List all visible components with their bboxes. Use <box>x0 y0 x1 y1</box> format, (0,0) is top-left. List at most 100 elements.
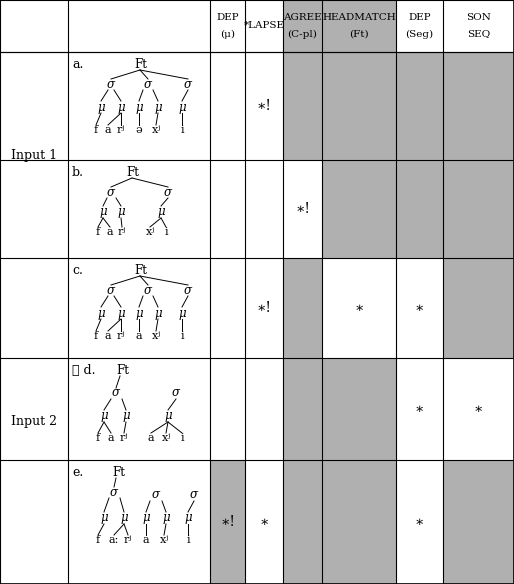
Text: ☞ d.: ☞ d. <box>72 364 96 377</box>
Text: f: f <box>96 535 100 545</box>
Text: μ: μ <box>97 307 105 319</box>
Text: xʲ: xʲ <box>152 125 160 135</box>
Text: *LAPSE: *LAPSE <box>244 22 285 30</box>
Text: xʲ: xʲ <box>159 535 169 545</box>
Text: μ: μ <box>178 307 186 319</box>
Bar <box>0 52 514 160</box>
Text: ∗!: ∗! <box>295 202 310 216</box>
Text: μ: μ <box>135 307 143 319</box>
Text: DEP: DEP <box>408 13 431 23</box>
Bar <box>0 160 514 258</box>
Text: σ: σ <box>184 283 192 297</box>
Text: ∗: ∗ <box>354 301 364 315</box>
Text: rʲ: rʲ <box>118 227 126 237</box>
Text: a: a <box>107 227 113 237</box>
Text: μ: μ <box>154 100 162 113</box>
Text: μ: μ <box>99 206 107 218</box>
Text: Input 1: Input 1 <box>11 148 57 162</box>
Text: ə: ə <box>136 125 142 135</box>
Text: μ: μ <box>154 307 162 319</box>
Bar <box>283 258 322 358</box>
Text: σ: σ <box>172 387 180 399</box>
Text: i: i <box>164 227 168 237</box>
Text: ∗!: ∗! <box>220 515 235 529</box>
Text: ∗: ∗ <box>415 402 424 416</box>
Text: (C-pl): (C-pl) <box>287 29 318 39</box>
Text: rʲ: rʲ <box>117 125 125 135</box>
Text: μ: μ <box>117 206 125 218</box>
Text: σ: σ <box>152 488 160 502</box>
Text: μ: μ <box>117 100 125 113</box>
Bar <box>396 160 443 258</box>
Text: (Seg): (Seg) <box>406 29 434 39</box>
Text: i: i <box>186 535 190 545</box>
Bar <box>0 460 514 584</box>
Text: μ: μ <box>164 409 172 422</box>
Text: μ: μ <box>97 100 105 113</box>
Bar <box>322 52 396 160</box>
Bar <box>322 160 396 258</box>
Text: σ: σ <box>144 78 152 91</box>
Bar <box>283 460 322 584</box>
Bar <box>0 0 514 52</box>
Text: (μ): (μ) <box>220 29 235 39</box>
Text: μ: μ <box>100 512 108 524</box>
Text: ∗!: ∗! <box>256 99 271 113</box>
Text: ∗: ∗ <box>415 301 424 315</box>
Text: a: a <box>143 535 149 545</box>
Text: rʲ: rʲ <box>124 535 132 545</box>
Bar <box>443 258 514 358</box>
Text: DEP: DEP <box>216 13 239 23</box>
Text: HEADMATCH: HEADMATCH <box>322 13 396 23</box>
Text: μ: μ <box>178 100 186 113</box>
Text: σ: σ <box>144 283 152 297</box>
Text: ∗!: ∗! <box>256 301 271 315</box>
Text: Input 2: Input 2 <box>11 415 57 427</box>
Text: σ: σ <box>107 186 115 199</box>
Text: rʲ: rʲ <box>120 433 128 443</box>
Text: σ: σ <box>110 485 118 499</box>
Text: a: a <box>148 433 154 443</box>
Text: ∗: ∗ <box>474 402 483 416</box>
Bar <box>443 52 514 160</box>
Text: Ft: Ft <box>134 263 147 276</box>
Text: e.: e. <box>72 467 83 479</box>
Text: Ft: Ft <box>116 363 129 377</box>
Text: ∗: ∗ <box>259 515 269 529</box>
Text: f: f <box>94 331 98 341</box>
Text: c.: c. <box>72 265 83 277</box>
Text: a:: a: <box>109 535 119 545</box>
Bar <box>0 358 514 460</box>
Text: σ: σ <box>190 488 198 502</box>
Text: μ: μ <box>122 409 130 422</box>
Text: σ: σ <box>107 283 115 297</box>
Text: (Ft): (Ft) <box>349 30 369 39</box>
Text: σ: σ <box>112 387 120 399</box>
Text: μ: μ <box>184 512 192 524</box>
Text: μ: μ <box>157 206 165 218</box>
Text: xʲ: xʲ <box>161 433 171 443</box>
Text: Ft: Ft <box>112 465 125 478</box>
Bar <box>0 258 514 358</box>
Bar <box>210 460 245 584</box>
Text: b.: b. <box>72 166 84 179</box>
Text: σ: σ <box>107 78 115 91</box>
Text: a: a <box>105 331 112 341</box>
Text: μ: μ <box>135 100 143 113</box>
Bar <box>283 358 322 460</box>
Text: μ: μ <box>142 512 150 524</box>
Text: μ: μ <box>100 409 108 422</box>
Text: a: a <box>105 125 112 135</box>
Bar <box>443 160 514 258</box>
Text: i: i <box>180 331 184 341</box>
Text: AGREE: AGREE <box>283 13 322 23</box>
Text: a: a <box>136 331 142 341</box>
Text: σ: σ <box>184 78 192 91</box>
Text: Ft: Ft <box>126 165 139 179</box>
Bar <box>322 460 396 584</box>
Bar <box>283 0 322 52</box>
Text: Ft: Ft <box>134 57 147 71</box>
Text: SON: SON <box>466 13 491 23</box>
Text: μ: μ <box>117 307 125 319</box>
Text: μ: μ <box>162 512 170 524</box>
